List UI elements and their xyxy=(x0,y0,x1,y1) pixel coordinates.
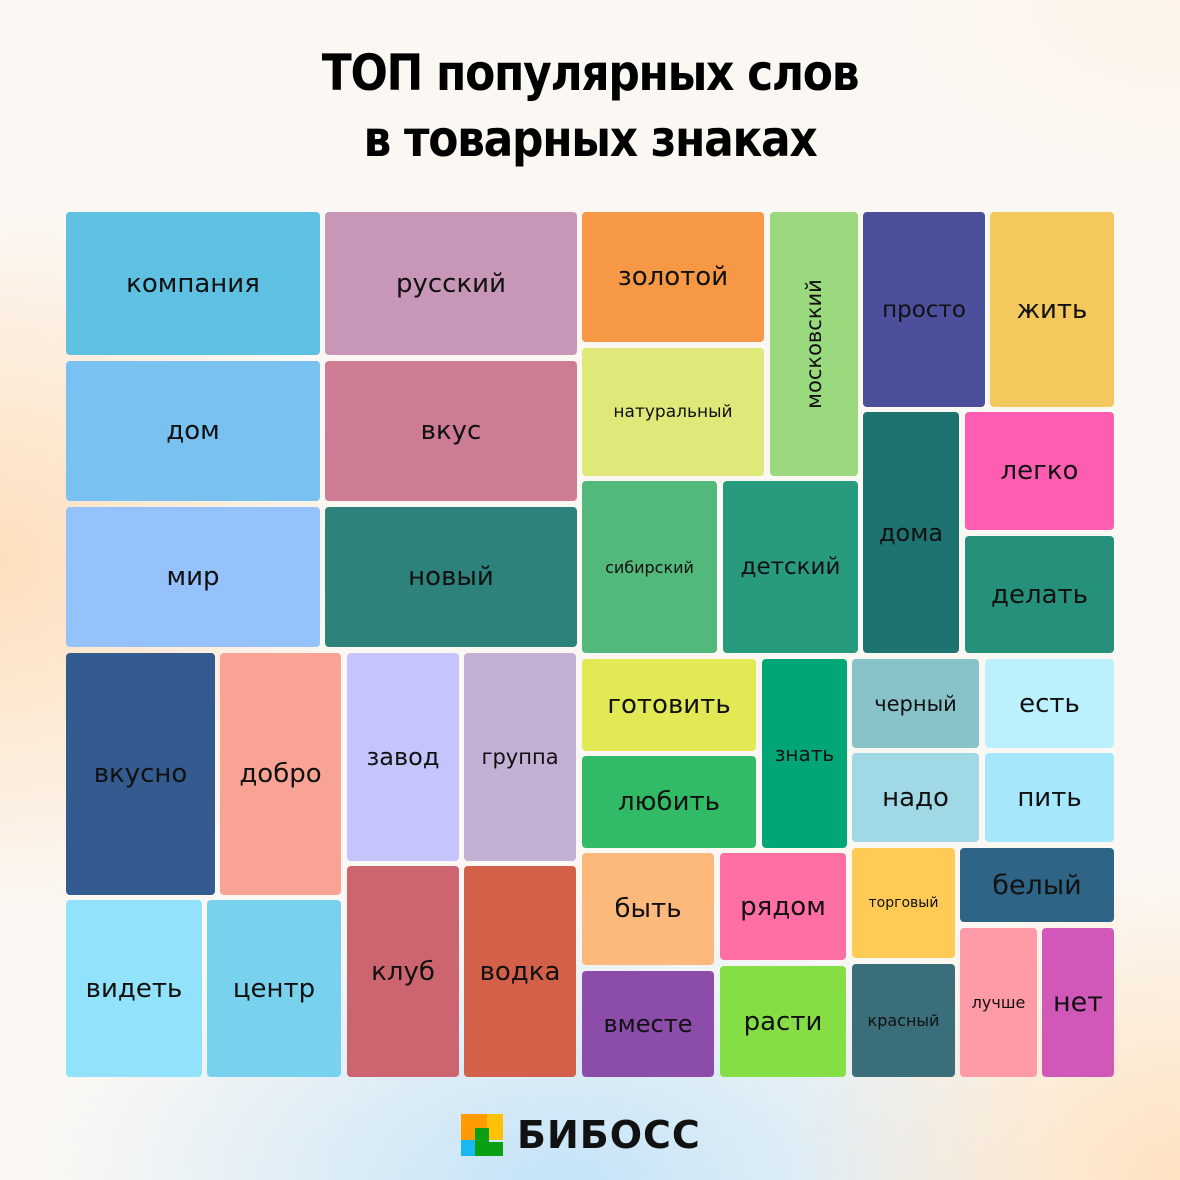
treemap-tile: нет xyxy=(1042,928,1114,1077)
title-line-2: в товарных знаках xyxy=(363,110,818,168)
tile-label: черный xyxy=(874,691,957,716)
page-title: ТОП популярных слов в товарных знаках xyxy=(71,40,1109,172)
tile-label: центр xyxy=(232,973,316,1004)
tile-label: любить xyxy=(618,787,720,817)
tile-label: легко xyxy=(1000,456,1079,486)
treemap-tile: легко xyxy=(965,412,1114,530)
tile-label: клуб xyxy=(371,956,435,987)
treemap-tile: рядом xyxy=(720,853,846,960)
tile-label: расти xyxy=(743,1006,823,1037)
treemap-tile: красный xyxy=(852,964,955,1077)
treemap-tile: быть xyxy=(582,853,714,965)
treemap-tile: знать xyxy=(762,659,847,848)
logo-blue-block xyxy=(461,1140,475,1156)
tile-label: просто xyxy=(882,296,966,323)
treemap-tile: пить xyxy=(985,753,1114,842)
treemap-tile: детский xyxy=(723,481,858,653)
tile-label: пить xyxy=(1017,782,1082,813)
tile-label: сибирский xyxy=(605,557,694,577)
treemap-tile: натуральный xyxy=(582,348,764,476)
tile-label: лучше xyxy=(971,993,1026,1012)
title-line-1: ТОП популярных слов xyxy=(321,44,860,102)
tile-label: торговый xyxy=(868,895,939,911)
treemap-tile: русский xyxy=(325,212,577,355)
tile-label: дома xyxy=(878,518,944,547)
treemap-tile: вместе xyxy=(582,971,714,1077)
treemap-tile: черный xyxy=(852,659,979,748)
treemap-tile: московский xyxy=(770,212,858,476)
treemap-tile: делать xyxy=(965,536,1114,653)
tile-label: добро xyxy=(239,759,322,789)
treemap-tile: водка xyxy=(464,866,576,1077)
treemap-tile: клуб xyxy=(347,866,459,1077)
treemap-tile: торговый xyxy=(852,848,955,958)
treemap-tile: жить xyxy=(990,212,1114,407)
treemap-tile: золотой xyxy=(582,212,764,342)
treemap-tile: белый xyxy=(960,848,1114,922)
tile-label: московский xyxy=(802,279,827,409)
tile-label: знать xyxy=(774,741,835,766)
treemap-tile: новый xyxy=(325,507,577,647)
treemap-tile: готовить xyxy=(582,659,756,751)
brand-logo: БИБОСС xyxy=(461,1113,701,1157)
tile-label: видеть xyxy=(85,973,183,1004)
tile-label: быть xyxy=(614,894,682,924)
tile-label: белый xyxy=(992,869,1082,901)
treemap-tile: просто xyxy=(863,212,985,407)
tile-label: вкусно xyxy=(93,759,188,789)
tile-label: рядом xyxy=(740,891,826,922)
treemap-tile: дома xyxy=(863,412,959,653)
tile-label: группа xyxy=(481,745,559,769)
treemap-tile: центр xyxy=(207,900,341,1077)
tile-label: вкус xyxy=(420,416,482,446)
treemap-tile: надо xyxy=(852,753,979,842)
treemap-tile: есть xyxy=(985,659,1114,748)
tile-label: водка xyxy=(479,956,561,987)
treemap-tile: любить xyxy=(582,756,756,848)
treemap-tile: мир xyxy=(66,507,320,647)
tile-label: новый xyxy=(408,562,494,592)
tile-label: красный xyxy=(867,1011,940,1030)
bibos-logo-icon xyxy=(461,1114,503,1156)
logo-green-block-2 xyxy=(475,1142,503,1156)
tile-label: дом xyxy=(166,416,220,446)
tile-label: завод xyxy=(366,743,440,771)
tile-label: вместе xyxy=(603,1010,693,1038)
treemap-tile: дом xyxy=(66,361,320,501)
treemap-tile: вкусно xyxy=(66,653,215,895)
treemap-tile: группа xyxy=(464,653,576,861)
tile-label: натуральный xyxy=(613,402,733,422)
treemap-tile: сибирский xyxy=(582,481,717,653)
treemap-tile: добро xyxy=(220,653,341,895)
logo-yellow-block xyxy=(487,1114,503,1140)
tile-label: русский xyxy=(396,268,506,299)
tile-label: есть xyxy=(1019,688,1080,719)
tile-label: золотой xyxy=(617,262,729,292)
tile-label: надо xyxy=(882,782,949,813)
treemap-tile: расти xyxy=(720,966,846,1077)
tile-label: жить xyxy=(1016,294,1088,325)
treemap-tile: завод xyxy=(347,653,459,861)
tile-label: мир xyxy=(166,562,220,592)
treemap-tile: видеть xyxy=(66,900,202,1077)
tile-label: компания xyxy=(126,268,260,299)
tile-label: нет xyxy=(1053,987,1103,1018)
treemap-tile: вкус xyxy=(325,361,577,501)
tile-label: детский xyxy=(740,554,841,580)
tile-label: делать xyxy=(991,579,1088,610)
treemap-tile: компания xyxy=(66,212,320,355)
logo-text: БИБОСС xyxy=(517,1113,701,1157)
tile-label: готовить xyxy=(607,690,731,720)
treemap-tile: лучше xyxy=(960,928,1037,1077)
